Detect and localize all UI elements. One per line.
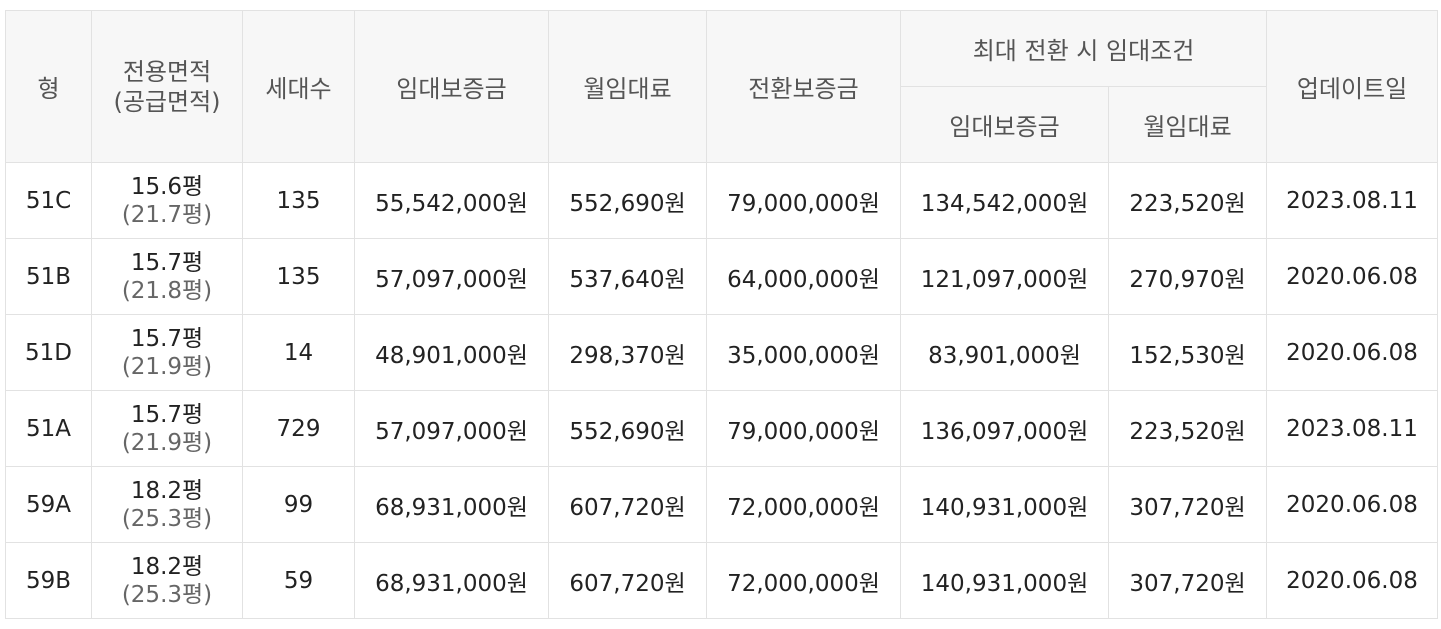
cell-conversion-deposit: 79,000,000원 <box>706 390 901 467</box>
cell-type: 51B <box>5 238 92 315</box>
cell-households: 14 <box>242 314 355 391</box>
cell-max-monthly-rent: 223,520원 <box>1107 390 1268 467</box>
cell-updated: 2023.08.11 <box>1266 162 1439 239</box>
cell-area: 18.2평 (25.3평) <box>91 466 243 543</box>
cell-area-exclusive: 18.2평 <box>130 553 204 580</box>
table-row: 51D 15.7평 (21.9평) 14 48,901,000원 298,370… <box>5 314 1439 391</box>
cell-max-deposit: 121,097,000원 <box>900 238 1109 315</box>
cell-conversion-deposit: 35,000,000원 <box>706 314 901 391</box>
cell-area-supply: (25.3평) <box>121 505 213 532</box>
cell-deposit: 57,097,000원 <box>354 390 549 467</box>
cell-households: 729 <box>242 390 355 467</box>
cell-households: 99 <box>242 466 355 543</box>
cell-area-supply: (21.7평) <box>121 201 213 228</box>
header-area: 전용면적 (공급면적) <box>91 10 243 163</box>
cell-type: 51D <box>5 314 92 391</box>
cell-area-supply: (21.8평) <box>121 277 213 304</box>
cell-area-exclusive: 18.2평 <box>130 477 204 504</box>
cell-type: 51A <box>5 390 92 467</box>
header-type: 형 <box>5 10 92 163</box>
cell-max-deposit: 140,931,000원 <box>900 466 1109 543</box>
cell-households: 135 <box>242 238 355 315</box>
cell-deposit: 55,542,000원 <box>354 162 549 239</box>
header-monthly-rent: 월임대료 <box>548 10 707 163</box>
cell-area-exclusive: 15.7평 <box>130 325 204 352</box>
table-row: 51B 15.7평 (21.8평) 135 57,097,000원 537,64… <box>5 238 1439 315</box>
cell-conversion-deposit: 64,000,000원 <box>706 238 901 315</box>
header-area-line1: 전용면적 <box>122 57 212 86</box>
table-subheader-row: 임대보증금 월임대료 <box>6 86 1438 163</box>
cell-max-deposit: 83,901,000원 <box>900 314 1109 391</box>
cell-max-deposit: 134,542,000원 <box>900 162 1109 239</box>
table-header-row: 형 전용면적 (공급면적) 세대수 임대보증금 월임대료 전환보증금 최대 전환… <box>5 10 1439 163</box>
cell-updated: 2020.06.08 <box>1266 238 1439 315</box>
header-households: 세대수 <box>242 10 355 163</box>
header-updated: 업데이트일 <box>1266 10 1439 163</box>
header-max-conversion-group: 최대 전환 시 임대조건 <box>899 10 1268 87</box>
table-row: 51A 15.7평 (21.9평) 729 57,097,000원 552,69… <box>5 390 1439 467</box>
cell-area: 18.2평 (25.3평) <box>91 542 243 619</box>
cell-conversion-deposit: 72,000,000원 <box>706 542 901 619</box>
cell-area-supply: (21.9평) <box>121 429 213 456</box>
cell-deposit: 57,097,000원 <box>354 238 549 315</box>
cell-area-exclusive: 15.7평 <box>130 401 204 428</box>
cell-households: 135 <box>242 162 355 239</box>
cell-area: 15.7평 (21.9평) <box>91 314 243 391</box>
cell-monthly-rent: 607,720원 <box>548 542 707 619</box>
header-deposit: 임대보증금 <box>354 10 549 163</box>
table-row: 59B 18.2평 (25.3평) 59 68,931,000원 607,720… <box>5 542 1439 619</box>
cell-conversion-deposit: 79,000,000원 <box>706 162 901 239</box>
cell-monthly-rent: 607,720원 <box>548 466 707 543</box>
cell-area: 15.7평 (21.9평) <box>91 390 243 467</box>
cell-type: 59A <box>5 466 92 543</box>
header-conversion-deposit: 전환보증금 <box>706 10 901 163</box>
cell-area-exclusive: 15.7평 <box>130 249 204 276</box>
cell-area-supply: (25.3평) <box>121 581 213 608</box>
cell-max-monthly-rent: 270,970원 <box>1107 238 1268 315</box>
cell-conversion-deposit: 72,000,000원 <box>706 466 901 543</box>
cell-updated: 2023.08.11 <box>1266 390 1439 467</box>
cell-area-supply: (21.9평) <box>121 353 213 380</box>
cell-type: 59B <box>5 542 92 619</box>
cell-max-deposit: 140,931,000원 <box>900 542 1109 619</box>
header-max-monthly-rent: 월임대료 <box>1107 86 1268 163</box>
cell-area-exclusive: 15.6평 <box>130 173 204 200</box>
cell-type: 51C <box>5 162 92 239</box>
cell-updated: 2020.06.08 <box>1266 466 1439 543</box>
cell-max-monthly-rent: 152,530원 <box>1107 314 1268 391</box>
cell-monthly-rent: 298,370원 <box>548 314 707 391</box>
cell-area: 15.7평 (21.8평) <box>91 238 243 315</box>
cell-area: 15.6평 (21.7평) <box>91 162 243 239</box>
header-area-line2: (공급면적) <box>113 87 221 116</box>
cell-max-monthly-rent: 307,720원 <box>1107 466 1268 543</box>
cell-monthly-rent: 552,690원 <box>548 390 707 467</box>
cell-households: 59 <box>242 542 355 619</box>
rental-table-container: 형 전용면적 (공급면적) 세대수 임대보증금 월임대료 전환보증금 최대 전환… <box>5 10 1439 619</box>
table-row: 51C 15.6평 (21.7평) 135 55,542,000원 552,69… <box>5 162 1439 239</box>
cell-max-monthly-rent: 307,720원 <box>1107 542 1268 619</box>
rental-conditions-table: 형 전용면적 (공급면적) 세대수 임대보증금 월임대료 전환보증금 최대 전환… <box>5 10 1439 619</box>
cell-max-deposit: 136,097,000원 <box>900 390 1109 467</box>
cell-deposit: 68,931,000원 <box>354 542 549 619</box>
cell-deposit: 48,901,000원 <box>354 314 549 391</box>
cell-monthly-rent: 552,690원 <box>548 162 707 239</box>
header-max-deposit: 임대보증금 <box>900 86 1109 163</box>
cell-max-monthly-rent: 223,520원 <box>1107 162 1268 239</box>
cell-updated: 2020.06.08 <box>1266 542 1439 619</box>
cell-deposit: 68,931,000원 <box>354 466 549 543</box>
cell-updated: 2020.06.08 <box>1266 314 1439 391</box>
cell-monthly-rent: 537,640원 <box>548 238 707 315</box>
table-row: 59A 18.2평 (25.3평) 99 68,931,000원 607,720… <box>5 466 1439 543</box>
